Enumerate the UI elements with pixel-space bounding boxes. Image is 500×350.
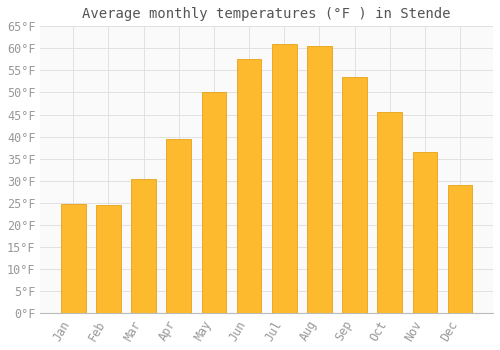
Bar	[272, 44, 296, 313]
Bar	[342, 77, 367, 313]
Bar	[96, 205, 120, 313]
Bar	[202, 92, 226, 313]
Bar	[131, 178, 156, 313]
Bar	[61, 204, 86, 313]
Bar	[166, 139, 191, 313]
Bar	[307, 46, 332, 313]
Bar	[378, 112, 402, 313]
Bar	[237, 60, 262, 313]
Title: Average monthly temperatures (°F ) in Stende: Average monthly temperatures (°F ) in St…	[82, 7, 451, 21]
Bar	[448, 185, 472, 313]
Bar	[412, 152, 438, 313]
